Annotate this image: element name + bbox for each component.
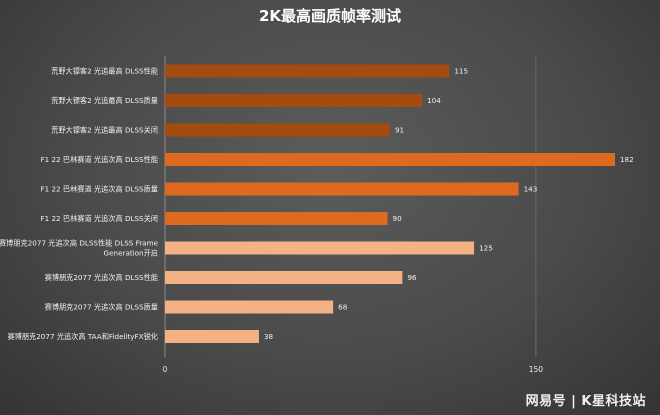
category-label: 赛博朋克2077 光追次高 DLSS性能 bbox=[45, 273, 158, 282]
bar bbox=[165, 182, 519, 196]
data-label: 96 bbox=[407, 273, 417, 282]
category-label-line: Generation开启 bbox=[104, 249, 158, 258]
bar bbox=[165, 123, 390, 137]
data-label: 125 bbox=[479, 244, 493, 253]
x-axis-ticks: 0 150 bbox=[163, 365, 544, 374]
category-label-line: 赛博朋克2077 光追次高 DLSS性能 bbox=[45, 273, 158, 282]
category-label: 荒野大镖客2 光追最高 DLSS质量 bbox=[51, 96, 158, 105]
category-label-line: 荒野大镖客2 光追最高 DLSS关闭 bbox=[51, 126, 158, 135]
bar bbox=[165, 64, 450, 78]
x-tick-label: 150 bbox=[529, 365, 544, 374]
category-label: F1 22 巴林赛道 光追次高 DLSS关闭 bbox=[40, 214, 158, 223]
x-tick-label: 0 bbox=[163, 365, 168, 374]
category-label: 赛博朋克2077 光追次高 DLSS性能 DLSS Frame Generatio… bbox=[0, 239, 159, 258]
data-label: 38 bbox=[264, 332, 274, 341]
category-label: 荒野大镖客2 光追最高 DLSS关闭 bbox=[51, 126, 158, 135]
category-label-line: 赛博朋克2077 光追次高 TAA和FidelityFX锐化 bbox=[7, 332, 158, 341]
bar bbox=[165, 241, 475, 255]
bar bbox=[165, 300, 334, 314]
data-label: 115 bbox=[454, 67, 468, 76]
category-label-line: 荒野大镖客2 光追最高 DLSS质量 bbox=[51, 96, 158, 105]
chart-title: 2K最高画质帧率测试 bbox=[259, 7, 401, 25]
data-label: 68 bbox=[338, 303, 348, 312]
category-label: 赛博朋克2077 光追次高 TAA和FidelityFX锐化 bbox=[7, 332, 158, 341]
data-label: 143 bbox=[524, 185, 538, 194]
category-label-line: F1 22 巴林赛道 光追次高 DLSS关闭 bbox=[40, 214, 158, 223]
category-label: F1 22 巴林赛道 光追次高 DLSS质量 bbox=[40, 185, 158, 194]
category-label-line: 赛博朋克2077 光追次高 DLSS质量 bbox=[45, 303, 158, 312]
bar bbox=[165, 153, 615, 166]
category-label-line: 荒野大镖客2 光追最高 DLSS性能 bbox=[51, 67, 158, 76]
category-label: 赛博朋克2077 光追次高 DLSS质量 bbox=[45, 303, 158, 312]
data-label: 90 bbox=[393, 214, 403, 223]
category-label: 荒野大镖客2 光追最高 DLSS性能 bbox=[51, 67, 158, 76]
data-label: 104 bbox=[427, 96, 441, 105]
category-label-line: F1 22 巴林赛道 光追次高 DLSS性能 bbox=[40, 155, 158, 164]
data-label: 91 bbox=[395, 126, 404, 135]
bar bbox=[165, 212, 388, 225]
bars: 115 104 91 182 143 90 125 96 68 38 bbox=[165, 64, 634, 343]
watermark: 网易号 | K星科技站 bbox=[525, 394, 646, 409]
category-label-line: 赛博朋克2077 光追次高 DLSS性能 DLSS Frame bbox=[0, 239, 159, 248]
bar bbox=[165, 330, 259, 343]
bar bbox=[165, 94, 423, 107]
bar bbox=[165, 271, 403, 284]
category-label: F1 22 巴林赛道 光追次高 DLSS性能 bbox=[40, 155, 158, 164]
data-label: 182 bbox=[620, 155, 634, 164]
category-label-line: F1 22 巴林赛道 光追次高 DLSS质量 bbox=[40, 185, 158, 194]
